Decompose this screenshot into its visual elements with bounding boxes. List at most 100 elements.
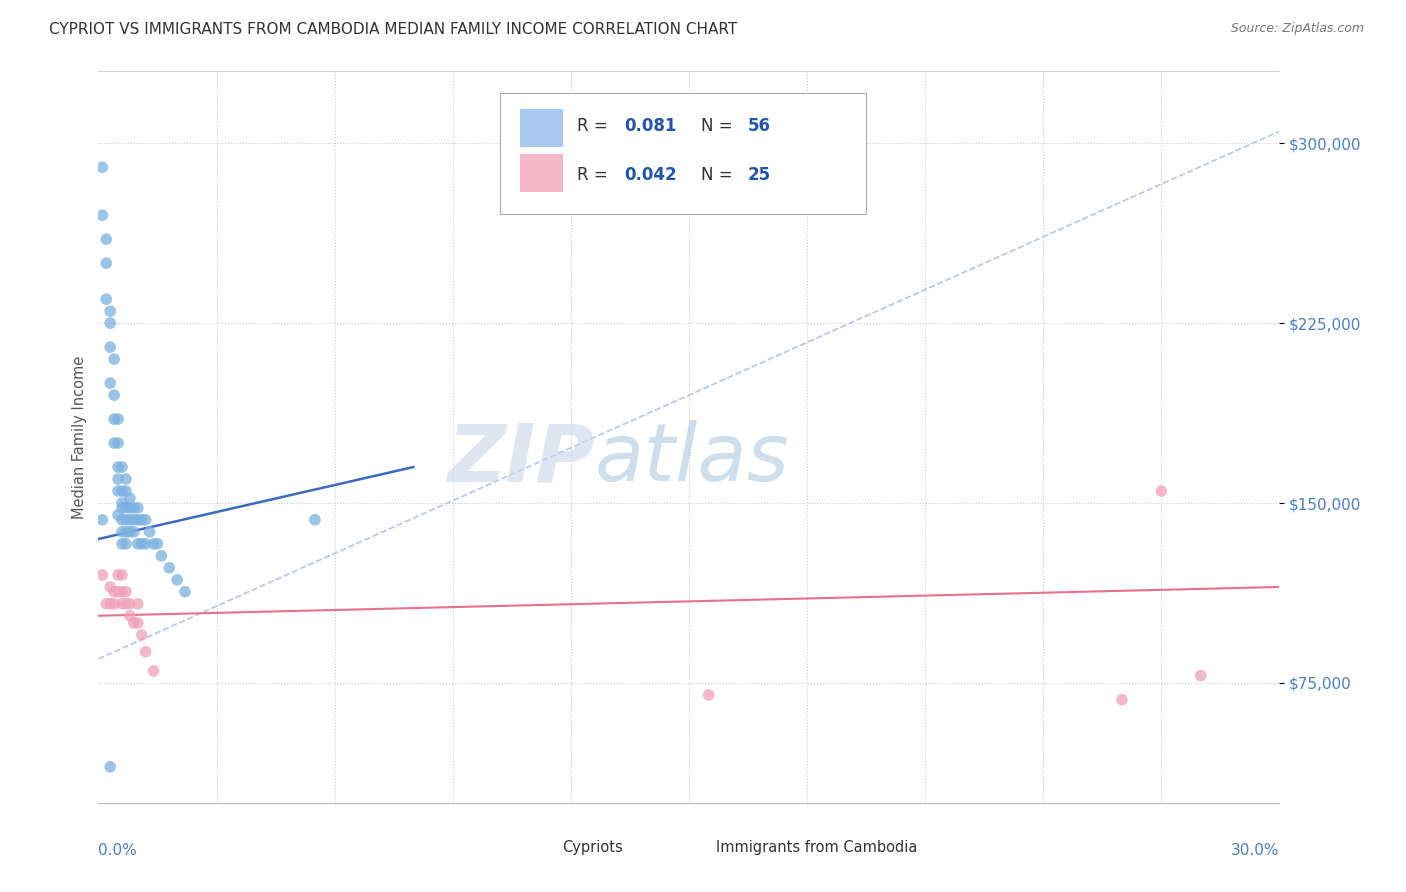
Point: [103, 436, 125, 450]
Point: [131, 513, 153, 527]
Point: [115, 597, 138, 611]
Point: [96, 232, 118, 246]
Point: [174, 584, 197, 599]
Point: [118, 524, 141, 539]
FancyBboxPatch shape: [501, 94, 866, 214]
Point: [127, 597, 149, 611]
Point: [127, 500, 149, 515]
Point: [122, 500, 145, 515]
Point: [98, 304, 121, 318]
Text: 0.0%: 0.0%: [98, 843, 138, 858]
Text: N =: N =: [700, 166, 738, 185]
Point: [166, 573, 188, 587]
Point: [111, 597, 134, 611]
Point: [111, 513, 134, 527]
Text: 25: 25: [748, 166, 770, 185]
Point: [91, 513, 114, 527]
Point: [1111, 692, 1133, 706]
Point: [127, 615, 149, 630]
Point: [107, 460, 129, 475]
Point: [118, 608, 141, 623]
Point: [138, 524, 160, 539]
Point: [111, 568, 134, 582]
FancyBboxPatch shape: [523, 838, 554, 858]
Point: [115, 537, 138, 551]
Point: [118, 491, 141, 506]
Text: CYPRIOT VS IMMIGRANTS FROM CAMBODIA MEDIAN FAMILY INCOME CORRELATION CHART: CYPRIOT VS IMMIGRANTS FROM CAMBODIA MEDI…: [49, 22, 738, 37]
Text: 0.042: 0.042: [624, 166, 676, 185]
Point: [131, 537, 153, 551]
Point: [142, 664, 165, 678]
Point: [98, 340, 121, 354]
FancyBboxPatch shape: [520, 109, 562, 146]
Text: Immigrants from Cambodia: Immigrants from Cambodia: [716, 840, 918, 855]
Point: [135, 645, 157, 659]
Point: [127, 537, 149, 551]
Point: [98, 580, 121, 594]
Point: [697, 688, 720, 702]
Point: [118, 597, 141, 611]
Point: [103, 412, 125, 426]
Point: [111, 584, 134, 599]
Point: [146, 537, 169, 551]
Point: [142, 537, 165, 551]
Point: [111, 483, 134, 498]
Point: [131, 628, 153, 642]
Point: [135, 537, 157, 551]
Point: [91, 161, 114, 175]
Point: [98, 316, 121, 330]
Text: R =: R =: [576, 117, 613, 136]
Point: [107, 412, 129, 426]
Point: [96, 597, 118, 611]
Point: [91, 208, 114, 222]
Text: 0.081: 0.081: [624, 117, 676, 136]
Text: Cypriots: Cypriots: [562, 840, 623, 855]
Point: [111, 460, 134, 475]
Y-axis label: Median Family Income: Median Family Income: [72, 355, 87, 519]
Point: [103, 597, 125, 611]
Point: [96, 256, 118, 270]
Point: [304, 513, 326, 527]
Point: [111, 524, 134, 539]
Point: [98, 376, 121, 391]
Text: Source: ZipAtlas.com: Source: ZipAtlas.com: [1230, 22, 1364, 36]
Point: [135, 513, 157, 527]
Point: [96, 292, 118, 306]
Point: [107, 483, 129, 498]
Text: atlas: atlas: [595, 420, 789, 498]
Point: [111, 537, 134, 551]
FancyBboxPatch shape: [678, 838, 707, 858]
Point: [115, 524, 138, 539]
Point: [118, 500, 141, 515]
Point: [91, 568, 114, 582]
Text: N =: N =: [700, 117, 738, 136]
Point: [115, 472, 138, 486]
Point: [115, 584, 138, 599]
Point: [107, 472, 129, 486]
Point: [98, 760, 121, 774]
Point: [115, 483, 138, 498]
Point: [150, 549, 173, 563]
Point: [118, 513, 141, 527]
FancyBboxPatch shape: [520, 154, 562, 192]
Point: [157, 561, 180, 575]
Point: [122, 513, 145, 527]
Text: 30.0%: 30.0%: [1232, 843, 1279, 858]
Text: ZIP: ZIP: [447, 420, 595, 498]
Point: [115, 513, 138, 527]
Text: R =: R =: [576, 166, 613, 185]
Point: [103, 388, 125, 402]
Point: [103, 352, 125, 367]
Text: 56: 56: [748, 117, 770, 136]
Point: [122, 615, 145, 630]
Point: [107, 568, 129, 582]
Point: [103, 584, 125, 599]
Point: [111, 500, 134, 515]
Point: [1189, 669, 1212, 683]
Point: [122, 524, 145, 539]
Point: [98, 597, 121, 611]
Point: [111, 496, 134, 510]
Point: [107, 436, 129, 450]
Point: [115, 500, 138, 515]
Point: [1150, 483, 1173, 498]
